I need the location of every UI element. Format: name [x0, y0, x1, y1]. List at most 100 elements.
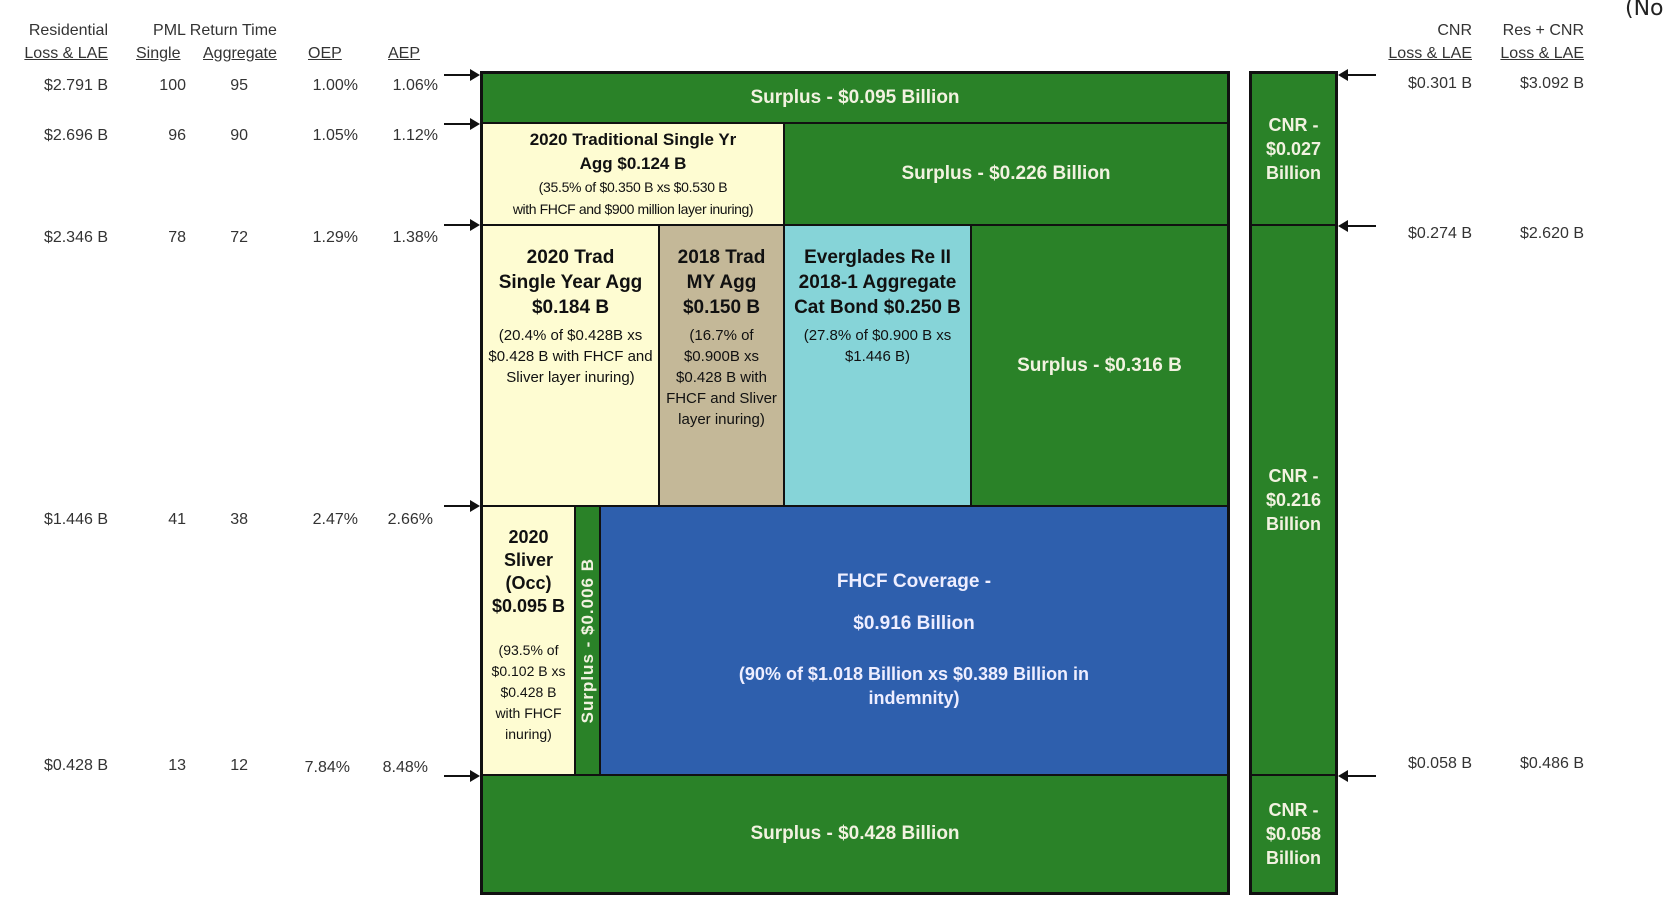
oep-value: 1.05% [312, 127, 358, 144]
layer-divider [482, 122, 1228, 124]
sliver-title-2: Sliver [503, 550, 554, 570]
cnr-mid-layer: CNR - $0.216 Billion [1251, 225, 1336, 775]
tower-frame [480, 71, 1230, 895]
my-agg-title-2: MY Agg [686, 272, 757, 293]
surplus-226-label: Surplus - $0.226 Billion [901, 163, 1111, 184]
cnr-mid-line-2: $0.216 [1265, 490, 1322, 510]
aggregate-return: 90 [230, 127, 248, 144]
aep-value: 8.48% [382, 759, 428, 776]
res-cnr-loss: $3.092 B [1519, 75, 1584, 92]
trad-single-yr-detail-2: with FHCF and $900 million layer inuring… [512, 201, 754, 217]
layer-divider [658, 225, 660, 506]
cnr-top-line-1: CNR - [1268, 114, 1319, 135]
res-cnr-header-2: Loss & LAE [1500, 45, 1584, 62]
sliver-occ-layer: 2020 Sliver (Occ) $0.095 B (93.5% of $0.… [482, 506, 575, 775]
my-agg-detail: (16.7% of $0.900B xs $0.428 B with FHCF … [666, 327, 777, 428]
res-cnr-loss: $2.620 B [1519, 225, 1584, 242]
cnr-header-2: Loss & LAE [1388, 45, 1472, 62]
res-cnr-loss: $0.486 B [1519, 755, 1584, 772]
trad-single-yr-detail-1: (35.5% of $0.350 B xs $0.530 B [538, 179, 728, 195]
fhcf-title: FHCF Coverage - [836, 571, 992, 592]
cnr-bottom-layer: CNR - $0.058 Billion [1251, 775, 1336, 893]
cnr-top-layer: CNR - $0.027 Billion [1251, 72, 1336, 225]
surplus-006-layer: Surplus - $0.006 B [575, 506, 600, 775]
trad-single-yr-amount: Agg $0.124 B [579, 154, 687, 173]
cnr-header-1: CNR [1437, 22, 1472, 39]
aggregate-return: 12 [230, 757, 248, 774]
single-return: 13 [168, 757, 186, 774]
residential-loss: $2.696 B [43, 127, 108, 144]
everglades-title-1: Everglades Re II [804, 247, 951, 268]
single-return: 96 [168, 127, 186, 144]
arrow-left-icon [1338, 220, 1376, 232]
surplus-316-layer: Surplus - $0.316 B [971, 225, 1228, 506]
corner-note: (No [1625, 0, 1664, 21]
bottom-surplus-label: Surplus - $0.428 Billion [750, 823, 960, 844]
my-agg-layer: 2018 Trad MY Agg $0.150 B (16.7% of $0.9… [659, 225, 784, 506]
everglades-title-2: 2018-1 Aggregate [798, 272, 957, 293]
layer-divider [1251, 774, 1336, 776]
arrow-left-icon [1338, 69, 1376, 81]
aep-header: AEP [388, 45, 421, 62]
sliver-title-3: (Occ) [505, 573, 552, 593]
aep-value: 1.38% [392, 229, 438, 246]
single-return: 41 [168, 511, 186, 528]
residential-loss: $2.791 B [43, 77, 108, 94]
surplus-316-label: Surplus - $0.316 B [1017, 354, 1182, 376]
layer-divider [482, 505, 1228, 507]
cnr-frame [1249, 71, 1338, 895]
arrow-right-icon [444, 69, 480, 81]
aggregate-header: Aggregate [203, 45, 277, 62]
top-surplus-layer: Surplus - $0.095 Billion [482, 72, 1228, 123]
aggregate-return: 72 [230, 229, 248, 246]
residential-loss: $1.446 B [43, 511, 108, 528]
trad-agg-title-3: $0.184 B [531, 297, 610, 318]
cnr-top-line-2: $0.027 [1265, 138, 1322, 159]
sliver-title-4: $0.095 B [491, 596, 566, 616]
top-surplus-label: Surplus - $0.095 Billion [750, 86, 960, 108]
arrow-right-icon [444, 770, 480, 782]
oep-value: 7.84% [304, 759, 350, 776]
layer-divider [1251, 224, 1336, 226]
everglades-detail: (27.8% of $0.900 B xs $1.446 B) [803, 327, 952, 365]
my-agg-title-3: $0.150 B [682, 297, 761, 318]
cnr-mid-line-3: Billion [1266, 514, 1321, 534]
arrow-right-icon [444, 219, 480, 231]
trad-agg-detail: (20.4% of $0.428B xs $0.428 B with FHCF … [488, 327, 653, 386]
aggregate-return: 95 [230, 77, 248, 94]
residential-loss: $2.346 B [43, 229, 108, 246]
sliver-title-1: 2020 [508, 527, 549, 547]
everglades-title-3: Cat Bond $0.250 B [794, 297, 961, 318]
layer-divider [970, 225, 972, 506]
single-return: 100 [159, 77, 186, 94]
my-agg-title-1: 2018 Trad [677, 247, 766, 268]
layer-divider [574, 506, 576, 775]
cnr-top-line-3: Billion [1266, 162, 1321, 183]
trad-agg-title-1: 2020 Trad [526, 247, 615, 268]
aep-value: 1.06% [392, 77, 438, 94]
single-header: Single [136, 45, 181, 62]
single-return: 78 [168, 229, 186, 246]
layer-divider [599, 506, 601, 775]
aggregate-return: 38 [230, 511, 248, 528]
cnr-loss: $0.274 B [1407, 225, 1472, 242]
pml-return-time-header: PML Return Time [153, 22, 277, 39]
oep-value: 1.00% [312, 77, 358, 94]
oep-header: OEP [308, 45, 342, 62]
arrow-right-icon [444, 500, 480, 512]
trad-single-yr-layer: 2020 Traditional Single Yr Agg $0.124 B … [482, 123, 784, 225]
arrow-right-icon [444, 118, 480, 130]
layer-divider [783, 123, 785, 225]
cnr-loss: $0.058 B [1407, 755, 1472, 772]
residential-loss: $0.428 B [43, 757, 108, 774]
sliver-detail: (93.5% of $0.102 B xs $0.428 B with FHCF… [491, 642, 566, 742]
aep-value: 1.12% [392, 127, 438, 144]
oep-value: 2.47% [312, 511, 358, 528]
aep-value: 2.66% [387, 511, 433, 528]
surplus-226-layer: Surplus - $0.226 Billion [784, 123, 1228, 225]
layer-divider [482, 774, 1228, 776]
fhcf-amount: $0.916 Billion [853, 613, 975, 634]
cnr-mid-line-1: CNR - [1268, 466, 1319, 486]
cnr-bot-line-1: CNR - [1268, 800, 1319, 820]
trad-agg-title-2: Single Year Agg [498, 272, 643, 293]
